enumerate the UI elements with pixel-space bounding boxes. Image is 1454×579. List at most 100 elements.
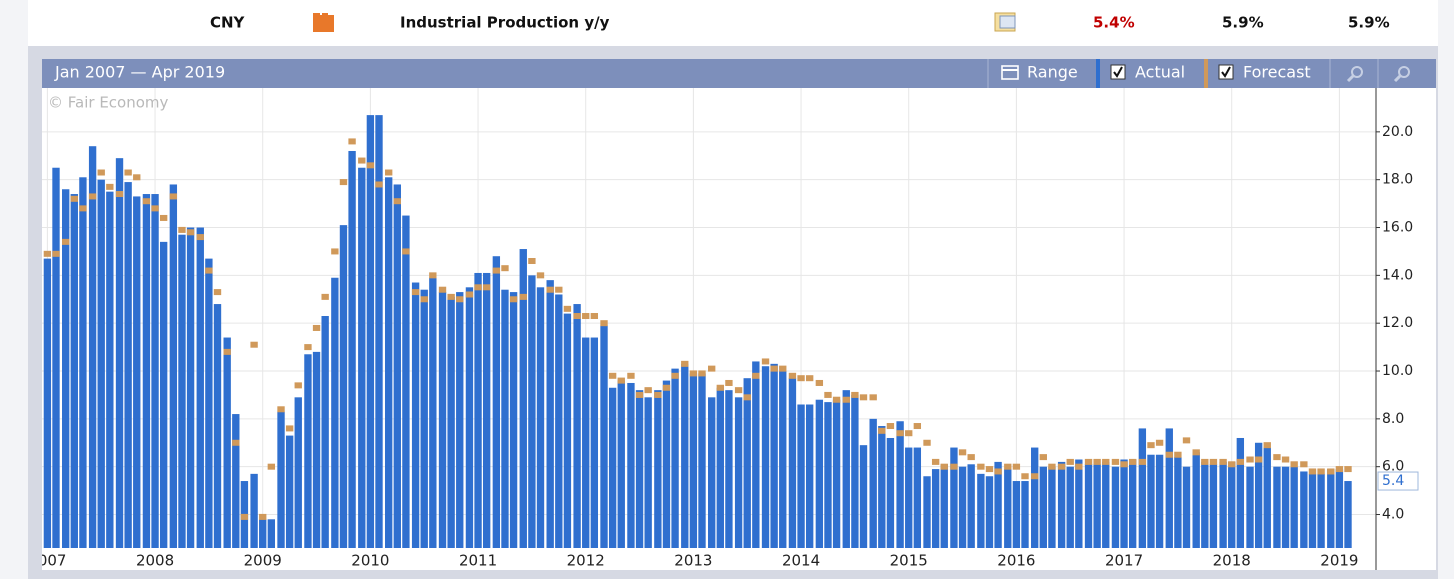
- bar: [62, 189, 70, 548]
- range-label[interactable]: Range: [1027, 63, 1078, 82]
- forecast-toggle[interactable]: Forecast: [1218, 63, 1311, 82]
- forecast-marker: [1111, 458, 1120, 465]
- bar: [886, 437, 895, 548]
- bar: [1300, 471, 1308, 548]
- bar: [358, 167, 366, 548]
- forecast-marker: [1209, 458, 1218, 465]
- bar: [106, 191, 114, 549]
- forecast-marker: [1290, 461, 1298, 468]
- bar: [689, 373, 698, 548]
- forecast-marker: [97, 169, 105, 176]
- forecast-marker: [169, 193, 178, 200]
- bar: [1031, 447, 1039, 548]
- bar: [923, 476, 931, 548]
- bar: [1174, 457, 1182, 548]
- legend-forecast[interactable]: Forecast: [1243, 63, 1311, 82]
- bar: [1120, 459, 1128, 548]
- forecast-marker: [832, 396, 841, 403]
- bar: [259, 519, 267, 548]
- forecast-marker: [913, 423, 922, 430]
- bar: [734, 397, 743, 548]
- forecast-marker: [420, 296, 428, 303]
- bar: [420, 289, 428, 548]
- bar: [1138, 428, 1147, 548]
- bar: [277, 411, 285, 548]
- forecast-marker: [689, 370, 698, 377]
- forecast-marker: [1273, 454, 1281, 461]
- forecast-marker: [1039, 454, 1047, 461]
- forecast-marker: [1344, 466, 1352, 473]
- forecast-marker: [923, 439, 931, 446]
- bar: [1335, 469, 1344, 548]
- forecast-marker: [385, 169, 393, 176]
- bar: [1273, 466, 1281, 548]
- bar: [779, 371, 787, 548]
- bar: [635, 390, 644, 548]
- bar: [1111, 466, 1120, 548]
- bar: [1254, 442, 1263, 548]
- forecast-marker: [1066, 458, 1074, 465]
- bar: [869, 418, 877, 548]
- forecast-marker: [321, 293, 329, 300]
- forecast-value: 5.9%: [1222, 14, 1264, 32]
- zoom-in[interactable]: [1346, 66, 1363, 83]
- detail-icon[interactable]: [994, 12, 1016, 32]
- bar: [716, 387, 724, 548]
- y-tick-label: 12.0: [1382, 315, 1413, 331]
- range-button[interactable]: Range: [1001, 63, 1078, 82]
- bar: [743, 378, 751, 548]
- forecast-marker: [447, 293, 455, 300]
- bar: [1057, 461, 1066, 548]
- forecast-marker: [788, 372, 797, 379]
- forecast-marker: [681, 360, 689, 367]
- bar: [905, 447, 913, 548]
- actual-toggle[interactable]: Actual: [1110, 63, 1185, 82]
- forecast-marker: [339, 179, 348, 186]
- forecast-marker: [905, 430, 913, 437]
- forecast-marker: [52, 250, 60, 257]
- legend-actual[interactable]: Actual: [1135, 63, 1185, 82]
- bar: [178, 234, 186, 548]
- forecast-marker: [546, 286, 554, 293]
- impact-icon: [313, 13, 334, 32]
- bar: [600, 325, 608, 548]
- forecast-marker: [285, 425, 294, 432]
- bar: [985, 476, 994, 548]
- bar: [213, 304, 222, 548]
- bar: [438, 292, 447, 548]
- bar: [492, 256, 501, 548]
- bar: [1327, 469, 1335, 548]
- x-tick-label: 2015: [890, 552, 928, 570]
- forecast-marker: [331, 248, 339, 255]
- forecast-marker: [627, 372, 635, 379]
- forecast-marker: [958, 449, 967, 456]
- bar: [1084, 464, 1093, 548]
- x-tick-label: 2013: [674, 552, 712, 570]
- bar: [331, 277, 339, 548]
- forecast-marker: [240, 513, 249, 520]
- forecast-marker: [985, 466, 994, 473]
- forecast-marker: [124, 169, 132, 176]
- marks: [43, 115, 1352, 549]
- bar: [97, 179, 105, 548]
- forecast-marker: [267, 463, 276, 470]
- forecast-marker: [931, 458, 940, 465]
- forecast-marker: [456, 296, 464, 303]
- forecast-marker: [1300, 461, 1308, 468]
- forecast-marker: [411, 289, 420, 296]
- event-title: Industrial Production y/y: [400, 14, 610, 32]
- forecast-marker: [482, 284, 491, 291]
- forecast-marker: [1335, 466, 1344, 473]
- forecast-marker: [375, 181, 383, 188]
- zoom-out[interactable]: [1393, 66, 1410, 83]
- forecast-marker: [393, 198, 401, 205]
- bar: [824, 402, 832, 548]
- forecast-marker: [62, 238, 70, 245]
- forecast-marker: [519, 293, 527, 300]
- forecast-marker: [402, 248, 410, 255]
- bar: [1102, 461, 1110, 548]
- y-tick-label: 14.0: [1382, 267, 1413, 283]
- forecast-marker: [671, 372, 679, 379]
- bar: [1308, 473, 1317, 548]
- forecast-marker: [1102, 458, 1110, 465]
